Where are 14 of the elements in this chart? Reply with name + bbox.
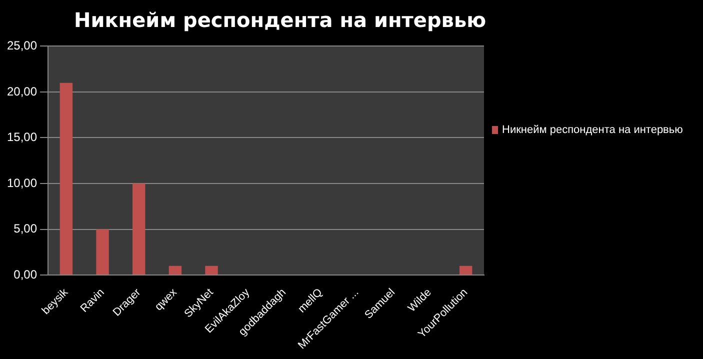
bar [96,229,109,275]
y-tick-label: 0,00 [14,267,38,282]
bar [168,266,182,275]
bar [60,82,73,275]
bar [459,266,472,275]
bar [132,184,146,275]
y-tick-label: 10,00 [7,176,38,190]
y-tick-label: 5,00 [14,222,38,236]
y-tick-label: 25,00 [7,38,38,53]
legend-label: Никнейм респондента на интервью [502,124,683,136]
chart-title: Никнейм респондента на интервью [72,7,488,34]
bar [205,266,218,275]
y-tick-label: 20,00 [7,84,38,98]
y-tick-label: 15,00 [7,130,38,144]
